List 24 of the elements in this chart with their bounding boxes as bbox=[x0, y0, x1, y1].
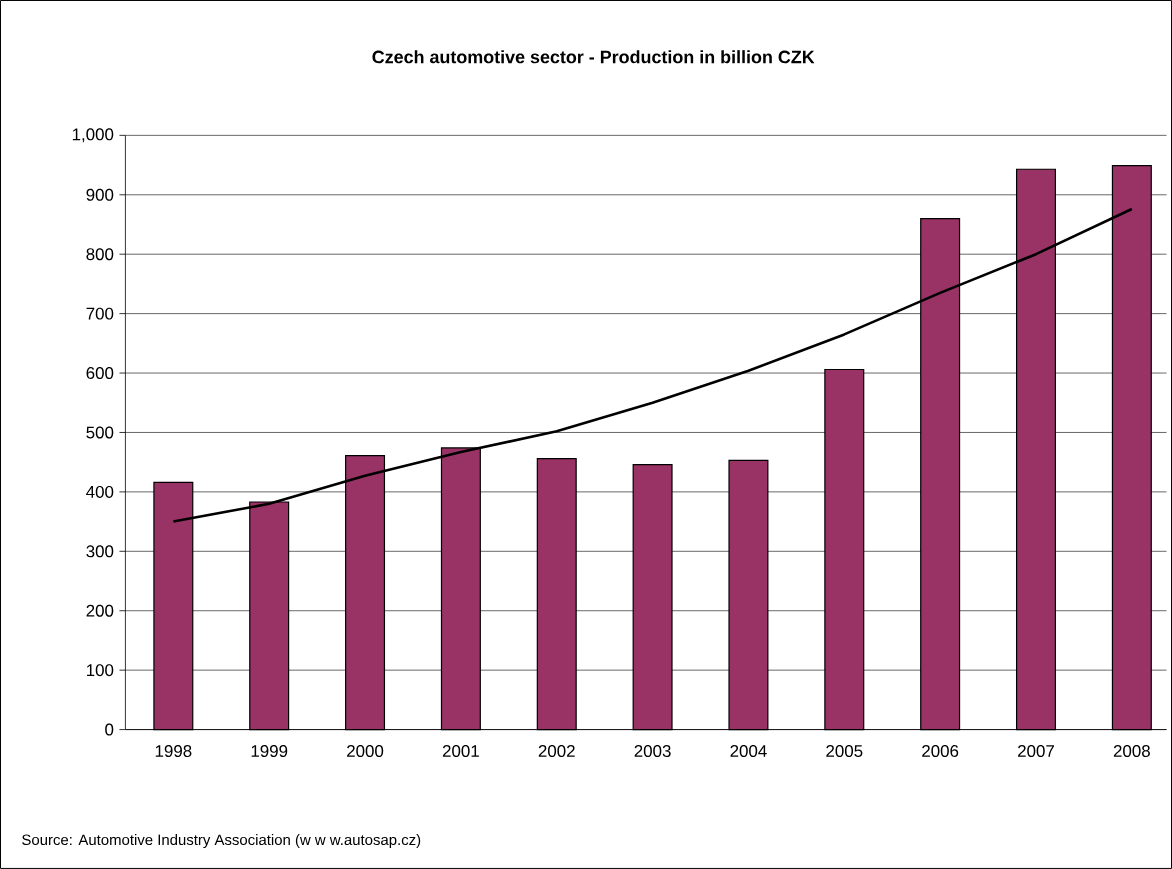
y-tick-label: 600 bbox=[86, 367, 114, 380]
x-tick-label: 1999 bbox=[251, 745, 288, 758]
x-tick-label: 2002 bbox=[538, 745, 575, 758]
x-tick-label: 2006 bbox=[922, 745, 959, 758]
x-tick-label: 2004 bbox=[730, 745, 767, 758]
x-tick-label: 2001 bbox=[442, 745, 479, 758]
y-tick-label: 0 bbox=[105, 723, 114, 736]
y-tick-label: 400 bbox=[86, 485, 114, 498]
x-tick-label: 2008 bbox=[1113, 745, 1150, 758]
y-tick-label: 200 bbox=[86, 604, 114, 617]
y-tick-label: 100 bbox=[87, 664, 114, 677]
x-tick-label: 2007 bbox=[1018, 745, 1054, 758]
chart-title: Czech automotive sector - Production in billion CZK bbox=[372, 50, 815, 64]
x-tick-label: 2005 bbox=[826, 745, 863, 758]
x-tick-label: 2003 bbox=[634, 745, 671, 758]
y-tick-label: 300 bbox=[86, 545, 114, 558]
y-tick-label: 900 bbox=[86, 188, 114, 201]
source-note: Source: Automotive Industry Association (w w w.autosap.cz) bbox=[22, 834, 421, 849]
x-tick-label: 2000 bbox=[347, 745, 384, 758]
y-tick-label: 1,000 bbox=[72, 128, 114, 143]
y-tick-label: 700 bbox=[86, 307, 114, 320]
x-tick-label: 1998 bbox=[155, 745, 192, 758]
y-tick-label: 800 bbox=[86, 248, 114, 261]
y-tick-label: 500 bbox=[86, 426, 114, 439]
